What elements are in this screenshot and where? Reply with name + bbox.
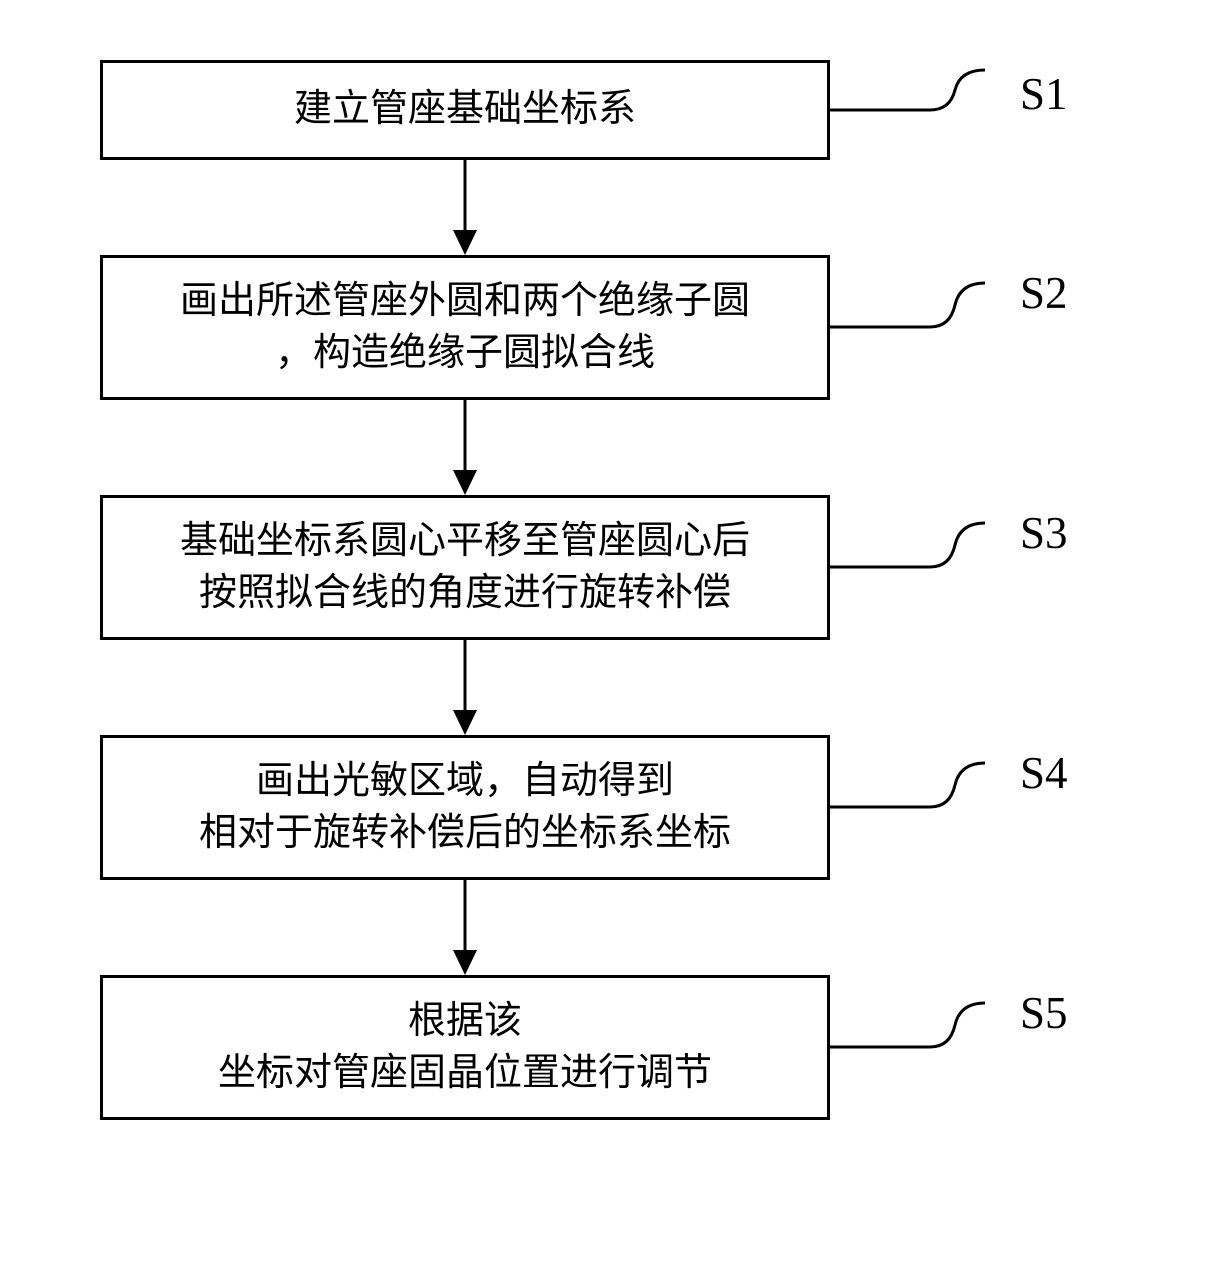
step-s3-box: 基础坐标系圆心平移至管座圆心后 按照拟合线的角度进行旋转补偿 [100, 495, 830, 640]
step-s2-box: 画出所述管座外圆和两个绝缘子圆 ，构造绝缘子圆拟合线 [100, 255, 830, 400]
arrow-3 [100, 640, 830, 735]
step-s5-text-line1: 根据该 [218, 996, 712, 1047]
brace-s1 [830, 60, 990, 160]
step-s5-text-line2: 坐标对管座固晶位置进行调节 [218, 1048, 712, 1099]
flowchart-container: 建立管座基础坐标系 S1 画出所述管座外圆和两个绝缘子圆 ，构造绝缘子圆拟合线 … [100, 60, 830, 1120]
arrow-4 [100, 880, 830, 975]
brace-s4 [830, 735, 990, 880]
label-s2: S2 [1020, 267, 1068, 319]
label-s1: S1 [1020, 68, 1068, 120]
label-s5: S5 [1020, 987, 1068, 1039]
brace-s2 [830, 255, 990, 400]
arrow-1 [100, 160, 830, 255]
step-s5-box: 根据该 坐标对管座固晶位置进行调节 [100, 975, 830, 1120]
step-s3-text-line1: 基础坐标系圆心平移至管座圆心后 [180, 516, 750, 567]
brace-s3 [830, 495, 990, 640]
step-s3-text-line2: 按照拟合线的角度进行旋转补偿 [180, 568, 750, 619]
step-s4-text-line2: 相对于旋转补偿后的坐标系坐标 [199, 808, 731, 859]
step-s1-text: 建立管座基础坐标系 [294, 84, 636, 135]
label-s3: S3 [1020, 507, 1068, 559]
step-s4-box: 画出光敏区域，自动得到 相对于旋转补偿后的坐标系坐标 [100, 735, 830, 880]
brace-s5 [830, 975, 990, 1120]
step-s4-text-line1: 画出光敏区域，自动得到 [199, 756, 731, 807]
label-s4: S4 [1020, 747, 1068, 799]
step-s2-text-line1: 画出所述管座外圆和两个绝缘子圆 [180, 276, 750, 327]
step-s1-box: 建立管座基础坐标系 [100, 60, 830, 160]
step-s2-text-line2: ，构造绝缘子圆拟合线 [180, 328, 750, 379]
arrow-2 [100, 400, 830, 495]
